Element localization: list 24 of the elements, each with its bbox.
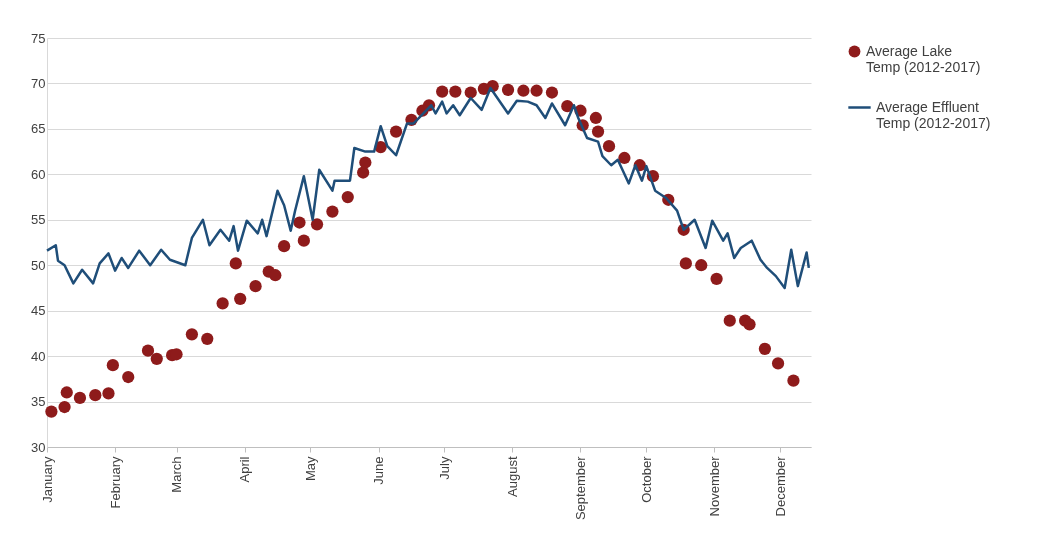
- y-tick-label: 50: [31, 257, 46, 273]
- y-tick-label: 30: [31, 439, 46, 455]
- x-tick-label: October: [638, 455, 654, 503]
- x-tick-label: May: [302, 456, 318, 482]
- legend-label: Average Effluent Temp (2012-2017): [876, 98, 991, 131]
- y-tick-label: 60: [31, 166, 46, 182]
- x-tick-label: July: [436, 456, 452, 480]
- x-tick-label: November: [706, 455, 722, 517]
- y-tick-label: 75: [31, 30, 46, 46]
- y-tick-label: 45: [31, 303, 46, 319]
- x-tick-label: March: [169, 456, 185, 493]
- y-tick-label: 40: [31, 348, 46, 364]
- x-tick-label: June: [371, 456, 387, 485]
- y-tick-label: 65: [31, 121, 46, 137]
- x-tick-label: February: [107, 456, 123, 509]
- x-tick-label: January: [39, 456, 55, 503]
- y-tick-label: 35: [31, 394, 46, 410]
- x-tick-label: April: [237, 456, 253, 483]
- y-tick-label: 70: [31, 75, 46, 91]
- x-tick-label: August: [504, 456, 520, 497]
- legend-label: Average Lake Temp (2012-2017): [866, 42, 981, 75]
- y-tick-label: 55: [31, 212, 46, 228]
- x-tick-label: September: [572, 455, 588, 521]
- x-tick-label: December: [772, 455, 788, 517]
